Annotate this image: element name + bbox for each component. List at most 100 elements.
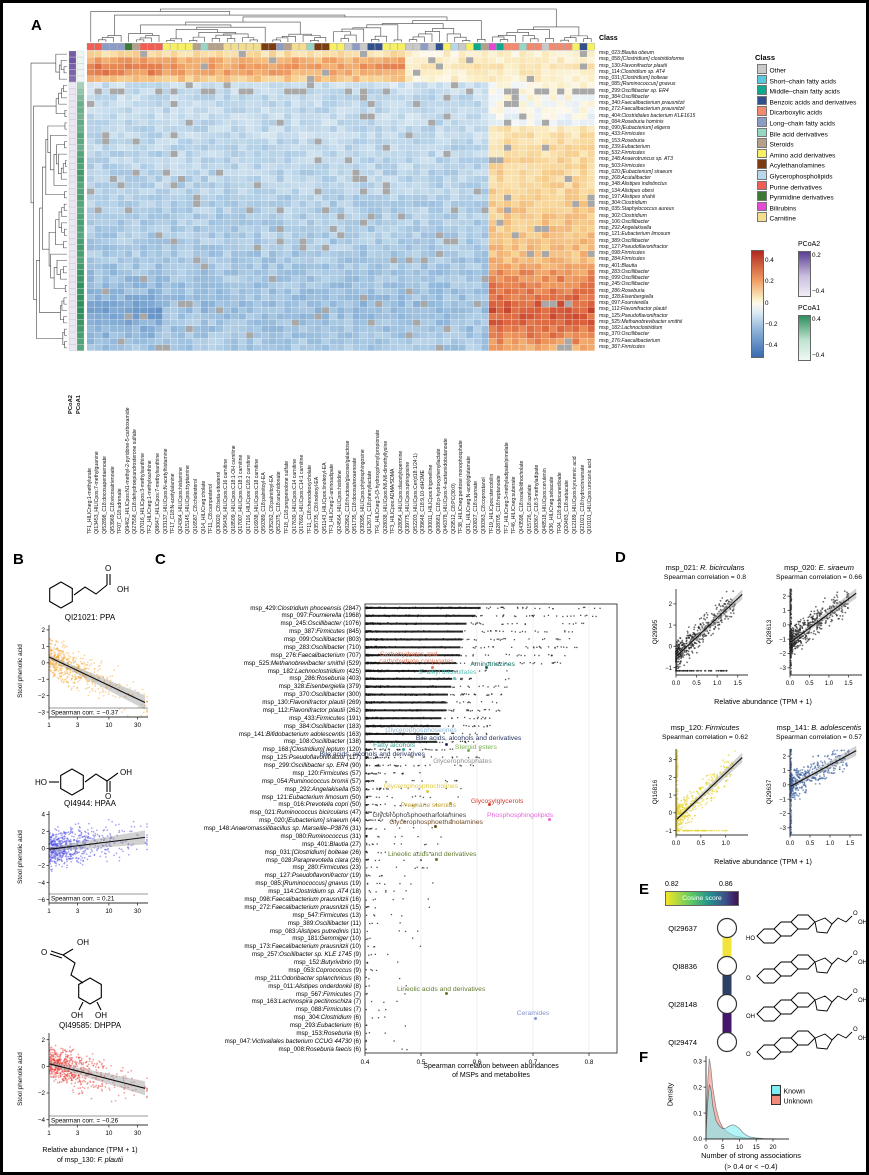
heatmap-cell: [390, 163, 398, 170]
heatmap-cell: [314, 169, 322, 176]
heatmap-cell: [564, 82, 572, 89]
heatmap-cell: [458, 101, 466, 107]
heatmap-cell: [253, 157, 262, 164]
heatmap-cell: [337, 319, 345, 326]
data-point: [57, 677, 60, 680]
heatmap-cell: [200, 94, 208, 101]
heatmap-cell: [94, 338, 102, 345]
heatmap-cell: [488, 263, 497, 270]
heatmap-cell: [87, 276, 95, 282]
heatmap-cell: [420, 338, 428, 345]
heatmap-cell: [94, 182, 102, 189]
heatmap-cell: [579, 101, 588, 107]
heatmap-cell: [572, 269, 580, 276]
heatmap-cell: [268, 269, 277, 276]
data-point: [76, 840, 78, 843]
data-point: [96, 829, 98, 832]
heatmap-cell: [382, 144, 390, 151]
panel-d-xlabel-bottom: Relative abundance (TPM + 1): [714, 857, 812, 866]
data-point: [84, 838, 87, 840]
heatmap-cell: [109, 338, 117, 345]
heatmap-cell: [390, 313, 398, 320]
heatmap-cell: [109, 301, 117, 307]
heatmap-cell: [124, 113, 133, 120]
heatmap-cell: [208, 282, 216, 289]
heatmap-cell: [420, 113, 428, 120]
heatmap-cell: [314, 313, 322, 320]
heatmap-cell: [488, 257, 497, 264]
heatmap-cell: [511, 182, 519, 189]
heatmap-cell: [276, 201, 284, 207]
heatmap-cell: [322, 276, 330, 282]
heatmap-cell: [155, 188, 163, 195]
heatmap-cell: [246, 182, 254, 189]
heatmap-cell: [458, 176, 466, 182]
heatmap-cell: [337, 113, 345, 120]
heatmap-cell: [284, 269, 292, 276]
heatmap-cell: [367, 94, 375, 101]
heatmap-cell: [557, 326, 565, 332]
heatmap-cell: [541, 88, 550, 95]
heatmap-cell: [526, 244, 534, 251]
heatmap-cell: [557, 288, 565, 295]
heatmap-col-label: QI17116_HILICpos:C18:2 carnitine: [246, 455, 253, 534]
data-point: [68, 833, 70, 836]
heatmap-cell: [413, 232, 421, 239]
heatmap-cell: [193, 157, 201, 164]
heatmap-cell: [322, 301, 330, 307]
pcoa2-cell: [68, 50, 77, 58]
heatmap-cell: [443, 282, 451, 289]
heatmap-cell: [306, 169, 315, 176]
heatmap-cell: [223, 326, 231, 332]
data-point: [100, 847, 103, 849]
data-point: [113, 842, 116, 844]
heatmap-cell: [162, 194, 171, 201]
heatmap-cell: [329, 176, 337, 182]
heatmap-cell: [466, 288, 474, 295]
panel-c-xlabel-line2: of MSPs and metabolites: [452, 1072, 530, 1079]
heatmap-cell: [420, 138, 428, 145]
heatmap-cell: [155, 119, 163, 126]
heatmap-cell: [140, 219, 148, 226]
heatmap-cell: [397, 301, 406, 307]
heatmap-col-label: QI39648_C18:9,10-diHOME: [420, 470, 427, 534]
heatmap-cell: [193, 232, 201, 239]
pcoa2-cell: [68, 169, 77, 176]
heatmap-cell: [87, 301, 95, 307]
heatmap-cell: [579, 294, 588, 301]
heatmap-cell: [185, 288, 193, 295]
heatmap-cell: [268, 144, 277, 151]
heatmap-cell: [132, 344, 140, 351]
heatmap-cell: [231, 213, 239, 220]
dendrogram-branch: [63, 203, 67, 211]
heatmap-cell: [549, 57, 557, 64]
data-point: [81, 841, 84, 844]
heatmap-cell: [162, 101, 171, 107]
heatmap-cell: [367, 232, 375, 239]
heatmap-cell: [246, 101, 254, 107]
heatmap-cell: [314, 276, 322, 282]
heatmap-cell: [541, 119, 550, 126]
heatmap-cell: [564, 244, 572, 251]
data-point: [118, 686, 121, 689]
heatmap-cell: [124, 144, 133, 151]
heatmap-cell: [481, 251, 489, 257]
atom-label-ho: HO: [35, 778, 47, 787]
data-point: [64, 644, 67, 647]
heatmap-cell: [375, 57, 383, 64]
heatmap-cell: [147, 326, 155, 332]
heatmap-cell: [291, 257, 299, 264]
dendrogram-branch: [310, 40, 319, 42]
heatmap-cell: [299, 326, 307, 332]
heatmap-cell: [200, 232, 208, 239]
data-point: [138, 691, 140, 694]
heatmap-cell: [223, 151, 231, 157]
heatmap-cell: [193, 332, 201, 339]
heatmap-cell: [117, 226, 125, 232]
heatmap-cell: [337, 219, 345, 226]
data-point: [52, 662, 54, 665]
heatmap-cell: [109, 207, 117, 214]
heatmap-cell: [170, 307, 178, 314]
heatmap-cell: [306, 282, 315, 289]
